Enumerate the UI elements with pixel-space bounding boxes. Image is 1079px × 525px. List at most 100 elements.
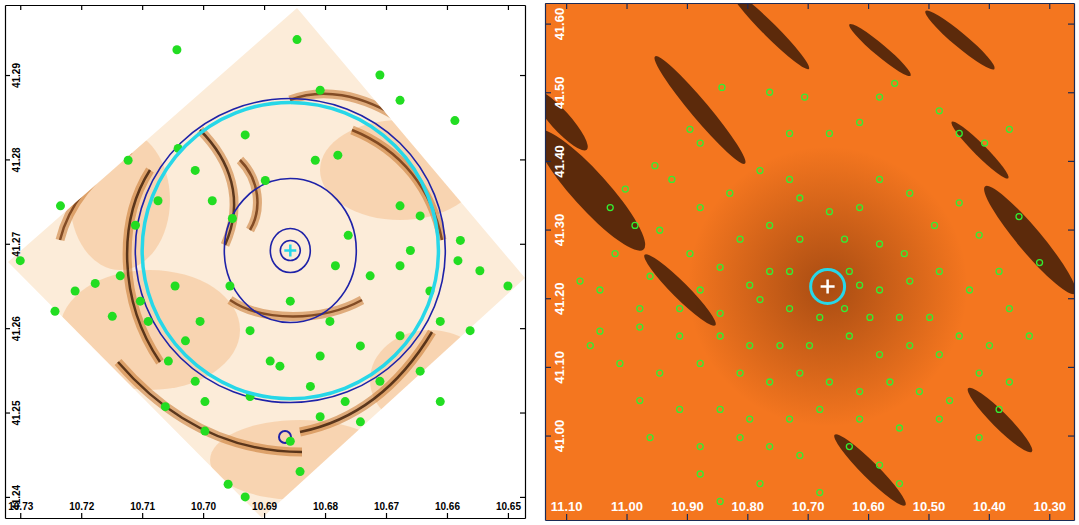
tick-mark [1068, 298, 1074, 299]
source [807, 343, 813, 349]
source [1006, 126, 1012, 132]
tick-label: 41.29 [11, 63, 22, 88]
source [826, 130, 832, 136]
tick-label: 41.26 [11, 316, 22, 341]
y-axis: 41.2441.2541.2641.2741.2841.29 [5, 6, 22, 519]
tick [627, 3, 628, 9]
source [637, 324, 643, 330]
source [877, 287, 883, 293]
tick-mark [626, 3, 627, 9]
x-axis-top [546, 3, 1075, 9]
source [757, 481, 763, 487]
tick: 10.70 [191, 501, 216, 518]
diffuse-emission [370, 330, 490, 430]
source [677, 406, 683, 412]
tick [264, 5, 265, 10]
dust-lane [300, 332, 432, 432]
tick-mark [520, 497, 525, 498]
y-axis-right-line [1074, 4, 1075, 521]
tick-mark [808, 3, 809, 9]
source [181, 336, 190, 345]
bulge [688, 147, 968, 427]
tick-mark [928, 514, 929, 520]
source [647, 435, 653, 441]
source [124, 156, 133, 165]
diffuse-emission [60, 270, 240, 390]
source [767, 268, 773, 274]
tick-label: 41.40 [552, 145, 567, 178]
tick [1068, 92, 1074, 93]
source [266, 357, 275, 366]
source [826, 379, 832, 385]
tick-mark [520, 412, 525, 413]
tick: 10.30 [1033, 499, 1066, 520]
source [191, 166, 200, 175]
tick [508, 5, 509, 10]
y-axis-right [520, 6, 526, 519]
tick: 11.00 [611, 499, 643, 520]
source [116, 271, 125, 280]
tick-label: 10.65 [496, 501, 521, 512]
tick-mark [545, 23, 551, 24]
tick: 41.29 [5, 63, 22, 88]
source [344, 231, 353, 240]
source [717, 406, 723, 412]
source [637, 398, 643, 404]
tick: 10.67 [374, 501, 399, 518]
source [956, 200, 962, 206]
source [164, 357, 173, 366]
center-cross [821, 280, 835, 294]
dust-lane [200, 130, 234, 245]
tick-mark [989, 514, 990, 520]
source [325, 317, 334, 326]
dust-lane-core [300, 332, 432, 432]
tick-mark [520, 328, 525, 329]
tick-mark [203, 5, 204, 10]
tick [1068, 367, 1074, 368]
tick: 41.20 [545, 282, 567, 315]
sources [577, 80, 1043, 504]
source [191, 377, 200, 386]
y-axis: 41.0041.1041.2041.3041.4041.5041.60 [545, 4, 567, 521]
tick-mark [5, 412, 10, 413]
source [826, 209, 832, 215]
source [956, 333, 962, 339]
tick: 10.40 [973, 499, 1006, 520]
source [976, 370, 982, 376]
source [982, 140, 988, 146]
tick-mark [989, 3, 990, 9]
tick-mark [81, 513, 82, 518]
tick-label: 10.70 [191, 501, 216, 512]
diffuse-emission [70, 130, 170, 270]
source [907, 278, 913, 284]
dust-lane [726, 3, 814, 74]
source [857, 205, 863, 211]
source [936, 416, 942, 422]
tick [747, 3, 748, 9]
tick [142, 5, 143, 10]
source [857, 416, 863, 422]
tick [808, 3, 809, 9]
source [697, 140, 703, 146]
tick: 41.28 [5, 147, 22, 172]
tick: 41.26 [5, 316, 22, 341]
tick-label: 10.67 [374, 501, 399, 512]
source [767, 222, 773, 228]
source [767, 89, 773, 95]
tick-mark [447, 5, 448, 10]
source [936, 352, 942, 358]
tick-label: 10.71 [130, 501, 155, 512]
tick-mark [1068, 367, 1074, 368]
tick: 10.72 [69, 501, 94, 518]
tick [687, 3, 688, 9]
source [787, 130, 793, 136]
source [587, 343, 593, 349]
tick-label: 41.60 [552, 8, 567, 41]
dust-lane-core [60, 150, 130, 240]
tick: 10.70 [792, 499, 825, 520]
tick-label: 10.50 [913, 499, 946, 514]
x-axis-top-line [546, 3, 1075, 4]
image-footprint [8, 8, 525, 518]
tick-mark [566, 514, 567, 520]
source [1006, 379, 1012, 385]
